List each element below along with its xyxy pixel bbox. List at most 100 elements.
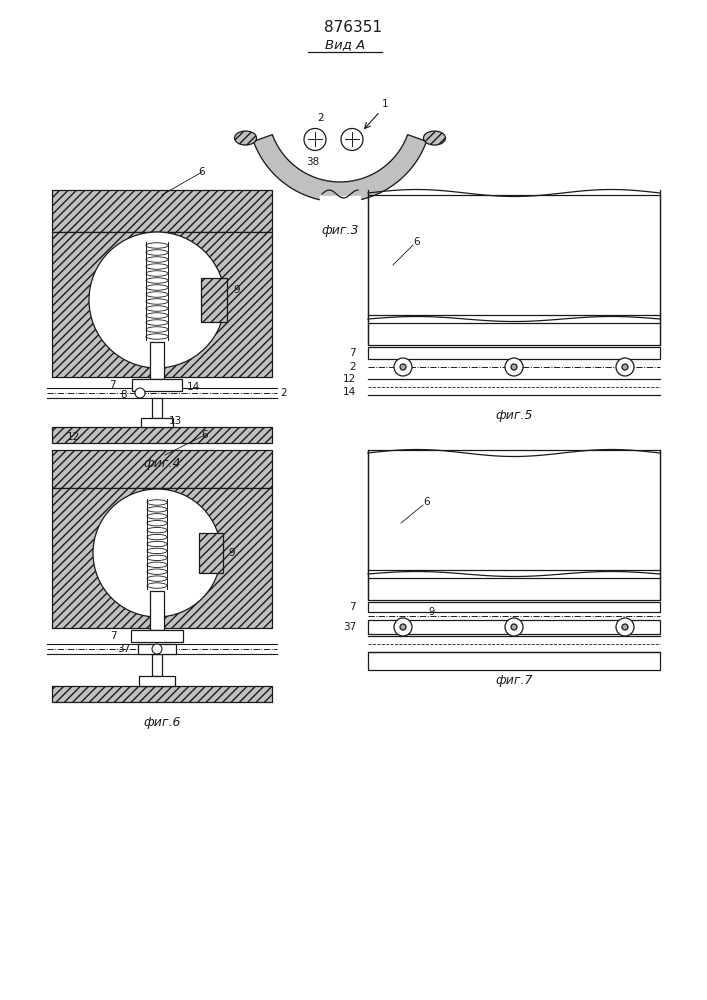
Text: фиг.6: фиг.6 [144, 716, 181, 729]
Ellipse shape [146, 264, 168, 269]
Ellipse shape [147, 576, 167, 581]
Polygon shape [254, 135, 426, 202]
Ellipse shape [423, 131, 445, 145]
Circle shape [622, 364, 628, 370]
Ellipse shape [147, 507, 167, 512]
Circle shape [505, 358, 523, 376]
Circle shape [511, 624, 517, 630]
Bar [368, 450, 660, 600]
Text: 6: 6 [199, 167, 205, 177]
Text: 9: 9 [428, 607, 434, 617]
Bar [52, 190, 272, 232]
Text: 9: 9 [228, 548, 235, 558]
Bar [152, 654, 162, 676]
Text: фиг.7: фиг.7 [495, 674, 533, 687]
Bar [131, 630, 183, 642]
Ellipse shape [147, 569, 167, 574]
Bar [368, 620, 660, 634]
Bar [201, 278, 227, 322]
Text: 38: 38 [306, 157, 320, 167]
Text: Вид А: Вид А [325, 38, 365, 51]
Ellipse shape [147, 583, 167, 588]
Text: 7: 7 [349, 602, 356, 612]
Text: фиг.5: фиг.5 [495, 409, 533, 422]
Circle shape [400, 364, 406, 370]
Bar [138, 644, 176, 654]
Circle shape [616, 358, 634, 376]
Bar [152, 398, 162, 418]
Bar [368, 195, 660, 345]
Ellipse shape [146, 243, 168, 248]
Circle shape [93, 489, 221, 617]
Ellipse shape [146, 320, 168, 325]
Ellipse shape [147, 534, 167, 540]
Text: 9: 9 [233, 285, 240, 295]
Ellipse shape [147, 521, 167, 526]
Bar [141, 418, 173, 427]
Bar [52, 427, 272, 443]
Bar [199, 533, 223, 573]
Ellipse shape [147, 527, 167, 533]
Ellipse shape [147, 562, 167, 567]
Text: фиг.3: фиг.3 [321, 224, 358, 237]
Text: 6: 6 [423, 497, 430, 507]
Circle shape [394, 618, 412, 636]
Ellipse shape [146, 285, 168, 290]
Text: 12: 12 [67, 432, 81, 442]
Circle shape [152, 644, 162, 654]
Bar [52, 488, 272, 628]
Text: 876351: 876351 [324, 20, 382, 35]
Ellipse shape [146, 257, 168, 262]
Circle shape [89, 232, 225, 368]
Circle shape [400, 624, 406, 630]
Bar [368, 347, 660, 359]
Text: 2: 2 [280, 388, 286, 398]
Ellipse shape [147, 514, 167, 519]
Ellipse shape [147, 541, 167, 547]
Circle shape [394, 358, 412, 376]
Bar [52, 232, 272, 377]
Bar [368, 602, 660, 612]
Circle shape [616, 618, 634, 636]
Text: фиг.4: фиг.4 [144, 457, 181, 470]
Bar [150, 342, 164, 379]
Ellipse shape [146, 327, 168, 332]
Circle shape [622, 624, 628, 630]
Circle shape [505, 618, 523, 636]
Ellipse shape [147, 555, 167, 561]
Ellipse shape [146, 306, 168, 311]
Ellipse shape [147, 548, 167, 554]
Text: 14: 14 [187, 382, 200, 392]
Bar [150, 591, 164, 630]
Bar [139, 676, 175, 686]
Ellipse shape [146, 313, 168, 318]
Ellipse shape [146, 292, 168, 297]
Bar [132, 379, 182, 391]
Circle shape [511, 364, 517, 370]
Ellipse shape [146, 334, 168, 339]
Bar [52, 450, 272, 488]
Ellipse shape [235, 131, 257, 145]
Circle shape [135, 388, 145, 398]
Ellipse shape [146, 250, 168, 255]
Text: 13: 13 [169, 416, 182, 426]
Text: 6: 6 [413, 237, 420, 247]
Text: 7: 7 [349, 348, 356, 358]
Text: 8: 8 [121, 390, 127, 400]
Text: 7: 7 [109, 380, 115, 390]
Bar [52, 686, 272, 702]
Text: 2: 2 [317, 113, 324, 123]
Text: 14: 14 [343, 387, 356, 397]
Text: 37: 37 [343, 622, 356, 632]
Circle shape [341, 128, 363, 150]
Ellipse shape [147, 500, 167, 505]
Ellipse shape [146, 271, 168, 276]
Circle shape [304, 128, 326, 150]
Text: 1: 1 [382, 99, 389, 109]
Text: 7: 7 [110, 631, 117, 641]
Text: 37: 37 [117, 644, 130, 654]
Ellipse shape [146, 278, 168, 283]
Text: 12: 12 [343, 374, 356, 384]
Bar [368, 652, 660, 670]
Text: 6: 6 [201, 430, 209, 440]
